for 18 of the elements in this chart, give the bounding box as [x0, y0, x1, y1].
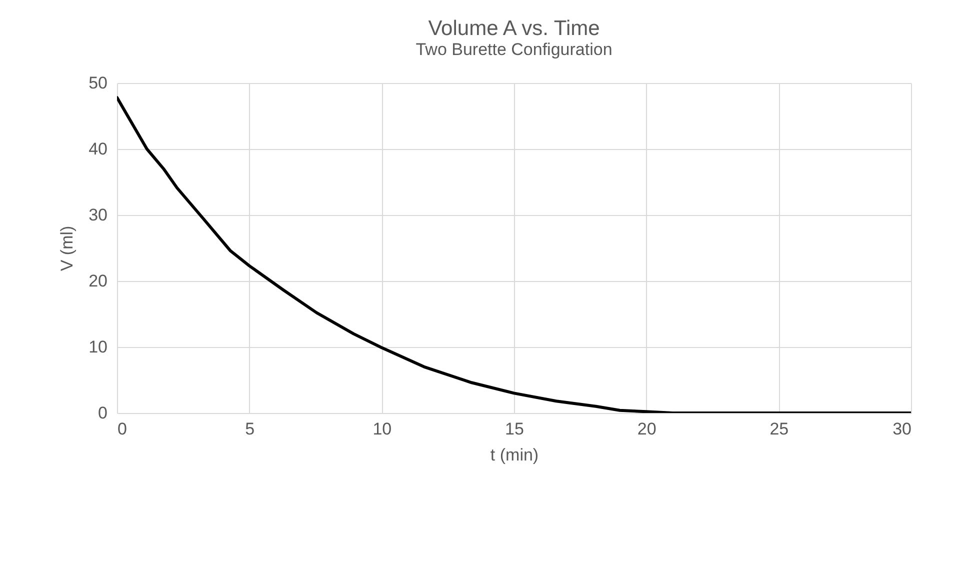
x-tick-label: 5 [245, 420, 255, 438]
chart-title: Volume A vs. Time [428, 17, 600, 40]
y-tick-label: 20 [88, 272, 108, 290]
y-axis-title: V (ml) [58, 226, 77, 272]
x-tick-label: 0 [118, 420, 127, 438]
x-tick-label: 15 [505, 420, 524, 438]
y-tick-label: 0 [98, 404, 108, 422]
x-tick-label: 25 [770, 420, 789, 438]
x-axis-title: t (min) [490, 446, 539, 464]
x-tick-label: 30 [892, 420, 912, 438]
x-tick-label: 10 [372, 420, 392, 438]
line-series [117, 96, 911, 413]
chart-subtitle: Two Burette Configuration [416, 40, 612, 59]
x-tick-label: 20 [637, 420, 656, 438]
y-tick-label: 50 [88, 74, 108, 92]
y-tick-label: 40 [88, 140, 108, 158]
y-tick-label: 10 [88, 338, 108, 356]
y-tick-label: 30 [88, 206, 108, 224]
